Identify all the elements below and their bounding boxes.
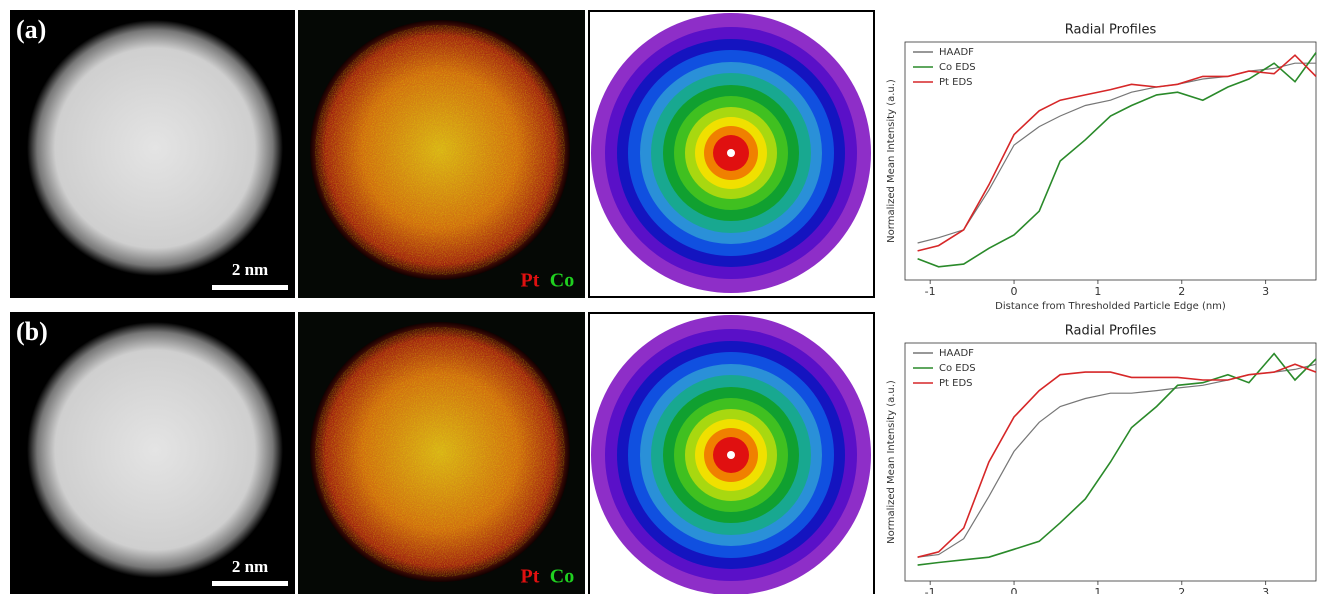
scale-bar	[212, 285, 288, 290]
map-label: Co	[550, 566, 574, 588]
legend-label: Co EDS	[939, 62, 976, 73]
x-tick-label: 3	[1262, 586, 1269, 594]
y-axis-label: Normalized Mean Intensity (a.u.)	[886, 380, 897, 544]
map-label: Pt	[521, 566, 540, 588]
x-tick-label: 0	[1011, 285, 1018, 298]
scale-label: 2 nm	[232, 557, 268, 576]
y-axis-label: Normalized Mean Intensity (a.u.)	[886, 79, 897, 243]
chart-title: Radial Profiles	[1065, 23, 1157, 38]
map-label: Pt	[521, 270, 540, 292]
x-axis-label: Distance from Thresholded Particle Edge …	[995, 301, 1226, 312]
series-line	[918, 55, 1316, 251]
row-b: (b) 2 nm Pt Co	[10, 312, 875, 594]
x-tick-label: -1	[925, 285, 936, 298]
series-line	[918, 63, 1316, 243]
legend-label: Co EDS	[939, 363, 976, 374]
panel-label: (b)	[16, 317, 48, 346]
chart-title: Radial Profiles	[1065, 324, 1157, 339]
scale-label: 2 nm	[232, 260, 268, 279]
series-line	[918, 354, 1316, 565]
legend-label: HAADF	[939, 348, 974, 359]
figure: (a) 2 nm Pt Co (b) 2 nm Pt Co Radial Pro…	[0, 0, 1325, 594]
x-tick-label: 3	[1262, 285, 1269, 298]
row-a: (a) 2 nm Pt Co	[10, 10, 875, 298]
series-line	[918, 364, 1316, 557]
scale-bar	[212, 581, 288, 586]
x-tick-label: 2	[1178, 285, 1185, 298]
x-tick-label: -1	[925, 586, 936, 594]
x-tick-label: 2	[1178, 586, 1185, 594]
legend-label: HAADF	[939, 47, 974, 58]
legend-label: Pt EDS	[939, 77, 973, 88]
x-tick-label: 1	[1094, 586, 1101, 594]
map-label: Co	[550, 270, 574, 292]
x-tick-label: 1	[1094, 285, 1101, 298]
panel-label: (a)	[16, 15, 46, 44]
series-line	[918, 53, 1316, 267]
legend-label: Pt EDS	[939, 378, 973, 389]
x-tick-label: 0	[1011, 586, 1018, 594]
